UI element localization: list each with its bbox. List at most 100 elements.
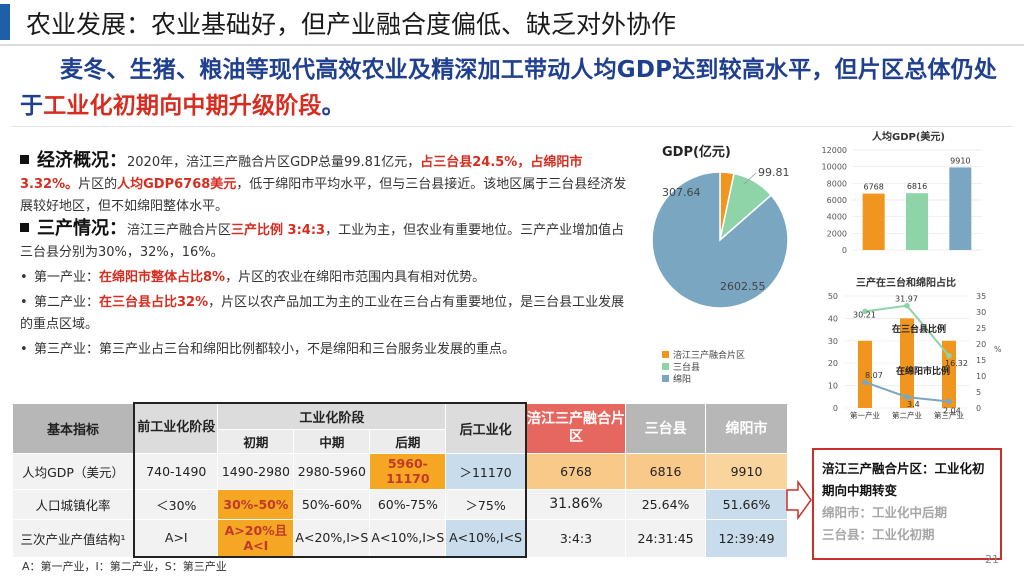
cell-pre: 740-1490 <box>133 452 219 490</box>
square-bullet-icon <box>20 155 29 164</box>
cell-region: 3:4:3 <box>525 518 627 558</box>
bar <box>858 340 872 408</box>
bullet-secondary-text2: ，片区以农产品加工为主的工业在三台占有重要地位，是三台县工业发展的重点区域。 <box>20 295 625 332</box>
y-right-tick-label: 20 <box>976 340 986 349</box>
cell-santai: 24:31:45 <box>625 518 707 558</box>
series-name-label: 在三台县比例 <box>892 323 946 335</box>
pie-data-label: 99.81 <box>758 166 790 179</box>
cell-late-highlight: 5960-11170 <box>369 452 447 490</box>
y-tick-label: 8000 <box>827 179 847 188</box>
x-tick-label: 第二产业 <box>892 410 922 420</box>
bullet-industry-highlight: 三产比例 3:4:3 <box>231 223 326 238</box>
legend-label: 三台县 <box>673 361 700 373</box>
bullet-primary: • 第一产业：在绵阳市整体占比8%，片区的农业在绵阳市范围内具有相对优势。 <box>20 267 630 289</box>
bullet-industry-text: 涪江三产融合片区 <box>127 223 232 238</box>
legend-swatch <box>662 363 669 370</box>
header-indicator: 基本指标 <box>12 402 135 454</box>
y-left-tick-label: 50 <box>828 292 838 301</box>
legend-swatch <box>662 351 669 358</box>
square-bullet-icon <box>20 223 29 232</box>
conclusion-santai: 三台县：工业化初期 <box>822 527 935 542</box>
cell-post: ＞75% <box>445 488 527 520</box>
y-right-tick-label: 10 <box>976 372 986 381</box>
series-data-label: 31.97 <box>895 295 918 304</box>
y-right-tick-label: 0 <box>976 404 981 413</box>
table-row: 人均GDP（美元） 740-1490 1490-2980 2980-5960 5… <box>12 452 788 490</box>
bar <box>900 318 914 408</box>
bullet-industry-title: 三产情况： <box>37 218 127 239</box>
y-right-tick-label: 15 <box>976 356 986 365</box>
cell-late: A<10%,I>S <box>369 518 447 558</box>
cell-mianyang: 51.66% <box>705 488 788 520</box>
header-pre-industrial: 前工业化阶段 <box>133 402 219 454</box>
series-data-label: 3.4 <box>907 400 920 409</box>
series-point <box>904 394 910 400</box>
y-left-tick-label: 20 <box>828 359 838 368</box>
dot-bullet-icon: • <box>20 295 28 310</box>
headline-text: 麦冬、生猪、粮油等现代高效农业及精深加工带动人均GDP达到较高水平，但片区总体仍… <box>20 57 998 119</box>
cell-region: 6768 <box>525 452 627 490</box>
y-tick-label: 4000 <box>827 213 847 222</box>
slide-title: 农业发展：农业基础好，但产业融合度偏低、缺乏对外协作 <box>26 10 677 39</box>
cell-late: 60%-75% <box>369 488 447 520</box>
series-data-label: 30.21 <box>853 310 876 319</box>
legend-swatch <box>662 375 669 382</box>
y-tick-label: 2000 <box>827 229 847 238</box>
cell-santai: 25.64% <box>625 488 707 520</box>
y-left-tick-label: 30 <box>828 337 838 346</box>
header-early: 初期 <box>217 428 295 454</box>
conclusion-mianyang: 绵阳市：工业化中后期 <box>822 505 948 520</box>
series-point <box>862 308 868 315</box>
y-right-tick-label: 5 <box>976 388 981 397</box>
bar <box>862 193 885 250</box>
series-data-label: 16.32 <box>945 359 968 368</box>
combo-chart-title: 三产在三台和绵阳占比 <box>856 276 956 289</box>
section-divider <box>10 126 1014 127</box>
cell-santai: 6816 <box>625 452 707 490</box>
series-point <box>946 398 952 405</box>
bullet-economy-title: 经济概况： <box>37 150 127 171</box>
header-santai: 三台县 <box>625 402 707 454</box>
headline: 麦冬、生猪、粮油等现代高效农业及精深加工带动人均GDP达到较高水平，但片区总体仍… <box>20 52 1020 124</box>
cell-mianyang: 12:39:49 <box>705 518 788 558</box>
bullet-secondary-text: 第二产业： <box>34 295 100 310</box>
headline-end: 。 <box>321 93 345 119</box>
series-data-label: 2.04 <box>943 406 961 415</box>
industrialization-table: 基本指标 前工业化阶段 工业化阶段 后工业化 涪江三产融合片区 三台县 绵阳市 … <box>12 402 788 558</box>
y-left-tick-label: 0 <box>833 404 838 413</box>
cell-early-highlight: A>20%且A<I <box>217 518 295 558</box>
cell-middle: 2980-5960 <box>293 452 371 490</box>
y-right-tick-label: 35 <box>976 292 986 301</box>
header-middle: 中期 <box>293 428 371 454</box>
header-mianyang: 绵阳市 <box>705 402 788 454</box>
x-tick-label: 第三产业 <box>934 410 964 420</box>
header-late: 后期 <box>369 428 447 454</box>
bullet-primary-text: 第一产业： <box>34 270 100 285</box>
bullet-economy-highlight: 占三台县24.5%，占绵阳市3.32%。 <box>20 155 583 192</box>
header-region: 涪江三产融合片区 <box>525 402 627 454</box>
table-row: 三次产业产值结构¹ A>I A>20%且A<I A<20%,I>S A<10%,… <box>12 518 788 558</box>
pie-data-label: 307.64 <box>662 186 701 199</box>
y-tick-label: 12000 <box>822 146 847 155</box>
row-label: 人口城镇化率 <box>12 488 135 520</box>
y-tick-label: 6000 <box>827 196 847 205</box>
cell-middle: A<20%,I>S <box>293 518 371 558</box>
cell-pre: ＜30% <box>133 488 219 520</box>
y-tick-label: 0 <box>842 246 847 255</box>
pie-leader-line <box>743 172 757 185</box>
bar-data-label: 6768 <box>863 183 883 192</box>
bullet-economy-text2: 片区的 <box>78 177 118 192</box>
bullet-primary-text2: ，片区的农业在绵阳市范围内具有相对优势。 <box>225 270 486 285</box>
bullet-industry-text2: ，工业为主，但农业有重要地位。三产产业增加值占三台县分别为30%，32%，16%… <box>20 223 625 260</box>
bar <box>942 340 956 408</box>
dot-bullet-icon: • <box>20 270 28 285</box>
pie-title: GDP(亿元) <box>662 144 731 160</box>
series-name-label: 在绵阳市比例 <box>896 365 950 377</box>
header-industrial-stage: 工业化阶段 <box>217 402 447 430</box>
conclusion-main: 涪江三产融合片区：工业化初期向中期转变 <box>822 461 985 498</box>
bullet-economy: 经济概况：2020年，涪江三产融合片区GDP总量99.81亿元，占三台县24.5… <box>20 150 630 218</box>
row-label: 三次产业产值结构¹ <box>12 518 135 558</box>
headline-emphasis: 工业化初期向中期升级阶段 <box>43 93 322 119</box>
table-footnote: A：第一产业，I：第二产业，S：第三产业 <box>22 560 227 573</box>
